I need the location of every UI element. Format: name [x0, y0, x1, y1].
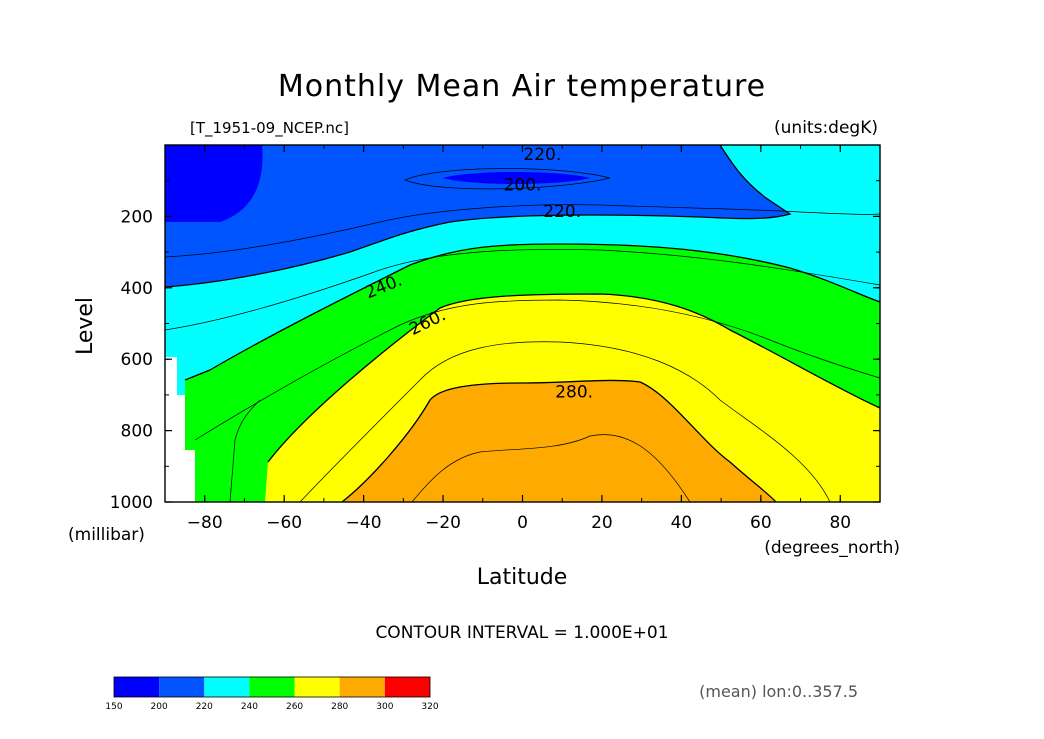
x-tick-label: 20	[591, 513, 613, 533]
averaging-note: (mean) lon:0..357.5	[699, 682, 858, 701]
x-axis: −80 −60 −40 −20 0 20 40 60 80	[164, 145, 881, 533]
band-200-220	[165, 145, 790, 287]
x-tick-label: 40	[671, 513, 693, 533]
colorbar-label: 200	[151, 702, 168, 712]
y-tick-label: 200	[121, 207, 153, 227]
x-tick-label: −40	[346, 513, 382, 533]
band-280-300	[342, 380, 776, 502]
colorbar: 150 200 220 240 260 280 300 320	[105, 676, 439, 712]
y-tick-label: 800	[121, 422, 153, 442]
colorbar-swatch	[114, 677, 160, 697]
units-label: (units:degK)	[774, 118, 878, 138]
y-tick-label: 400	[121, 279, 153, 299]
colorbar-label: 300	[376, 702, 393, 712]
colorbar-label: 260	[286, 702, 303, 712]
colorbar-label: 150	[105, 702, 122, 712]
contour-label: 200.	[504, 175, 542, 195]
colorbar-label: 320	[421, 702, 438, 712]
missing-data-1	[165, 357, 177, 395]
band-150-200-pool	[443, 172, 590, 184]
chart-title: Monthly Mean Air temperature	[278, 69, 766, 104]
major-contour-lines	[165, 145, 880, 502]
contour-field	[165, 145, 880, 502]
y-tick-label: 1000	[110, 493, 153, 513]
colorbar-swatch	[384, 677, 430, 697]
x-tick-label: −80	[187, 513, 223, 533]
colorbar-label: 280	[331, 702, 348, 712]
band-150-200	[165, 145, 263, 222]
contour-interval-note: CONTOUR INTERVAL = 1.000E+01	[375, 623, 668, 643]
colorbar-label: 220	[196, 702, 213, 712]
x-tick-label: 80	[829, 513, 851, 533]
colorbar-swatch	[294, 677, 340, 697]
colorbar-frame	[113, 676, 431, 698]
missing-data-3	[165, 450, 195, 502]
file-label: [T_1951-09_NCEP.nc]	[190, 119, 349, 138]
y-tick-label: 600	[121, 350, 153, 370]
x-axis-units: (degrees_north)	[764, 538, 900, 558]
x-axis-label: Latitude	[477, 565, 568, 590]
contour-lines	[165, 168, 880, 502]
colorbar-label: 240	[241, 702, 258, 712]
x-tick-label: −20	[425, 513, 461, 533]
missing-data-2	[165, 395, 185, 450]
contour-label: 220.	[543, 202, 581, 222]
colorbar-swatch	[339, 677, 385, 697]
colorbar-swatch	[159, 677, 205, 697]
x-tick-label: 0	[517, 513, 528, 533]
contour-label: 280.	[555, 382, 593, 402]
y-axis: 200 400 600 800 1000	[110, 180, 880, 513]
y-axis-units: (millibar)	[68, 525, 145, 545]
y-axis-label: Level	[73, 297, 98, 355]
x-tick-label: 60	[750, 513, 772, 533]
colorbar-swatch	[249, 677, 295, 697]
contour-label: 220.	[523, 145, 561, 165]
x-tick-label: −60	[266, 513, 302, 533]
colorbar-swatch	[204, 677, 250, 697]
